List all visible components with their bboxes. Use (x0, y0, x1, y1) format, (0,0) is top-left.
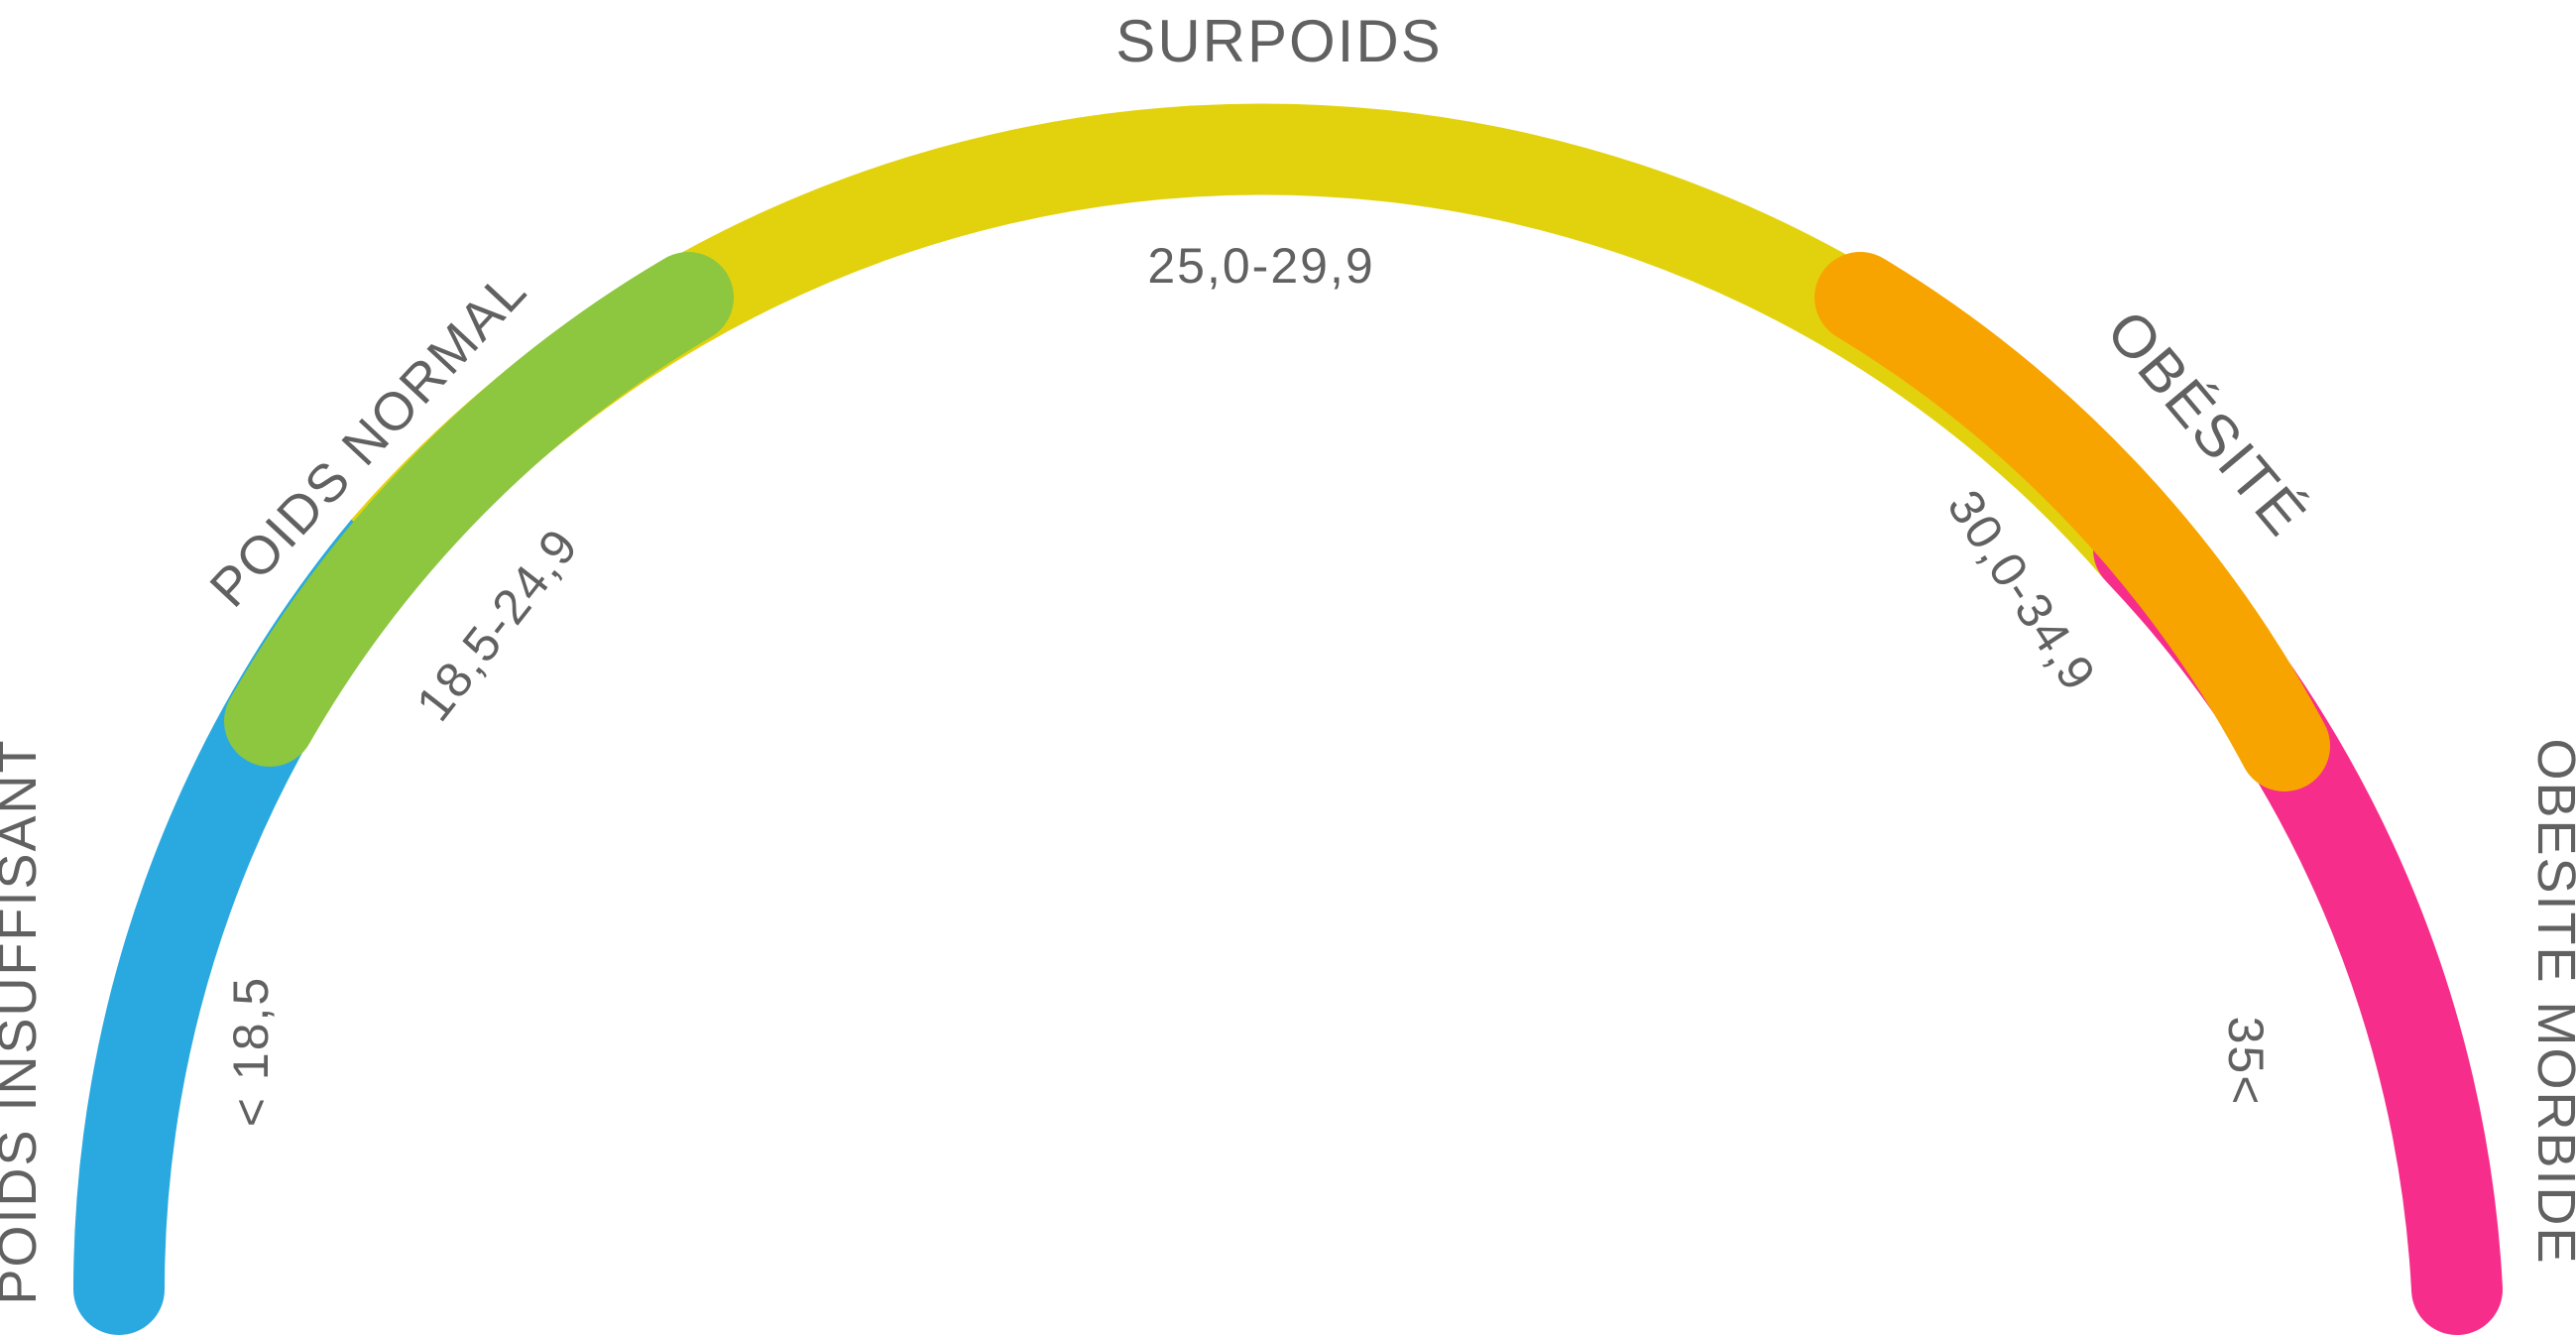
arc-poids-normal (224, 252, 734, 767)
label-surpoids: SURPOIDS (1115, 8, 1442, 74)
range-obesite-morbide: 35< (2218, 1017, 2274, 1107)
range-surpoids: 25,0-29,9 (1147, 238, 1374, 294)
arc-obesite (1815, 252, 2330, 791)
range-poids-insuffisant: < 18,5 (223, 976, 279, 1127)
label-poids-insuffisant: POIDS INSUFFISANT (0, 738, 48, 1304)
label-obesite-morbide: OBÉSITÉ MORBIDE (2526, 738, 2576, 1265)
gauge-arcs (73, 103, 2503, 1335)
